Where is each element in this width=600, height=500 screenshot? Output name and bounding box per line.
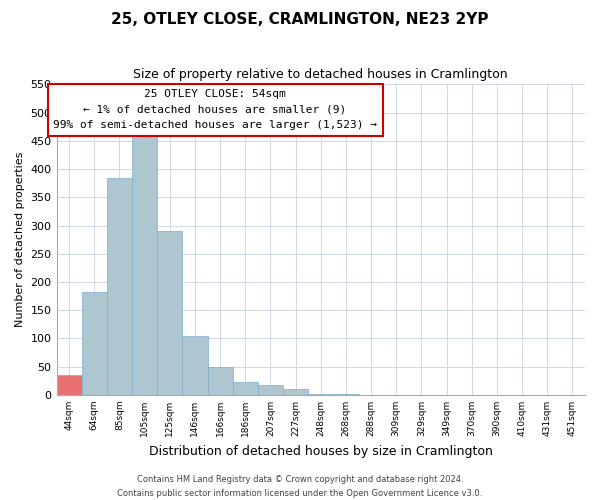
Bar [308, 394, 334, 395]
Y-axis label: Number of detached properties: Number of detached properties [15, 152, 25, 328]
Bar [82, 292, 107, 395]
Bar [334, 394, 359, 395]
X-axis label: Distribution of detached houses by size in Cramlington: Distribution of detached houses by size … [149, 444, 493, 458]
Bar [157, 231, 182, 395]
Bar [56, 375, 82, 395]
Bar [258, 385, 283, 395]
Text: 25 OTLEY CLOSE: 54sqm
← 1% of detached houses are smaller (9)
99% of semi-detach: 25 OTLEY CLOSE: 54sqm ← 1% of detached h… [53, 89, 377, 130]
Bar [208, 368, 233, 395]
Bar [107, 178, 132, 395]
Bar [233, 382, 258, 395]
Bar [283, 390, 308, 395]
Text: 25, OTLEY CLOSE, CRAMLINGTON, NE23 2YP: 25, OTLEY CLOSE, CRAMLINGTON, NE23 2YP [111, 12, 489, 28]
Bar [182, 336, 208, 395]
Text: Contains HM Land Registry data © Crown copyright and database right 2024.
Contai: Contains HM Land Registry data © Crown c… [118, 476, 482, 498]
Bar [132, 137, 157, 395]
Title: Size of property relative to detached houses in Cramlington: Size of property relative to detached ho… [133, 68, 508, 80]
